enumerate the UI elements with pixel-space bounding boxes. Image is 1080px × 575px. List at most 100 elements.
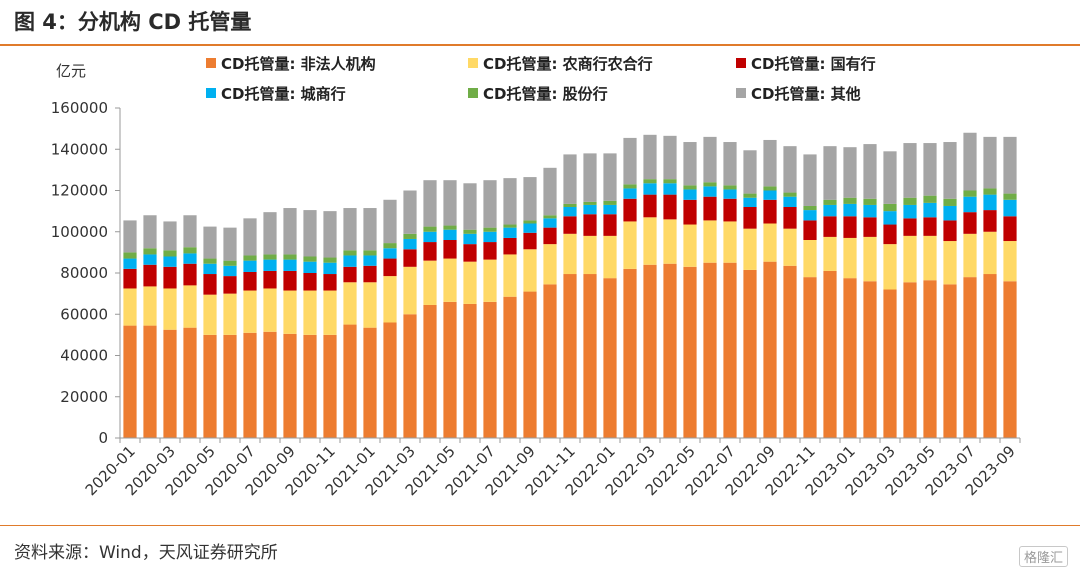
bar-segment-4-2021-04 [423,226,437,232]
bar-segment-4-2020-12 [343,250,357,256]
bar-segment-2-2022-05 [683,199,697,225]
bar-segment-1-2020-01 [123,288,137,326]
bar-segment-3-2020-12 [343,255,357,267]
bar-segment-3-2022-11 [803,210,817,221]
bar-segment-0-2023-09 [1003,281,1017,438]
bar-segment-1-2022-09 [763,223,777,262]
bar-segment-3-2021-10 [543,218,557,228]
bar-segment-5-2020-04 [183,215,197,248]
bar-segment-2-2020-08 [263,270,277,289]
bar-segment-5-2020-12 [343,208,357,251]
bar-segment-3-2023-02 [863,204,877,218]
bar-segment-4-2021-07 [483,227,497,232]
bar-segment-2-2020-05 [203,274,217,295]
bar-segment-1-2021-09 [523,249,537,292]
bar-segment-5-2021-10 [543,167,557,216]
bar-segment-0-2023-01 [843,278,857,438]
bar-series [123,132,1017,439]
bar-segment-0-2022-07 [723,262,737,438]
legend-swatch [468,88,478,98]
bar-segment-4-2020-08 [263,254,277,260]
bar-segment-2-2020-06 [223,276,237,294]
bar-segment-0-2023-03 [883,289,897,438]
bar-segment-0-2022-12 [823,270,837,438]
bar-segment-4-2020-01 [123,252,137,259]
bar-segment-5-2022-11 [803,154,817,206]
bar-segment-4-2022-06 [703,182,717,187]
bar-segment-3-2022-01 [603,204,617,215]
bar-segment-0-2021-09 [523,291,537,438]
legend-swatch [736,58,746,68]
bar-segment-2-2022-12 [823,216,837,237]
bar-segment-4-2022-08 [743,193,757,198]
bar-segment-2-2021-01 [363,265,377,283]
bar-segment-1-2020-07 [243,290,257,333]
bar-segment-4-2021-02 [383,243,397,249]
bar-segment-2-2022-11 [803,220,817,240]
bar-segment-1-2021-05 [443,258,457,302]
bar-segment-4-2023-02 [863,198,877,205]
bar-segment-3-2020-08 [263,259,277,271]
bar-segment-5-2023-01 [843,147,857,198]
bar-segment-0-2022-09 [763,261,777,438]
bar-segment-1-2021-06 [463,261,477,304]
bar-segment-2-2020-03 [163,266,177,289]
bar-segment-4-2021-08 [503,224,517,228]
bar-segment-1-2020-06 [223,293,237,335]
bar-segment-1-2022-08 [743,228,757,270]
y-tick-label: 100000 [51,223,108,241]
bar-segment-5-2022-03 [643,134,657,180]
bar-segment-0-2020-07 [243,332,257,438]
bar-segment-5-2021-01 [363,208,377,251]
bar-segment-4-2020-09 [283,254,297,260]
bar-segment-2-2020-11 [323,274,337,291]
bar-segment-2-2021-12 [583,214,597,236]
bar-segment-3-2020-09 [283,259,297,271]
bar-segment-2-2022-01 [603,214,617,236]
bar-segment-4-2021-09 [523,220,537,224]
bar-segment-4-2022-02 [623,184,637,189]
bar-segment-5-2020-09 [283,208,297,255]
bar-segment-4-2021-12 [583,201,597,205]
bar-segment-1-2023-09 [1003,241,1017,282]
bar-segment-2-2020-01 [123,268,137,289]
legend-label: CD托管量: 其他 [751,85,861,103]
bar-segment-4-2022-04 [663,179,677,184]
bar-segment-4-2023-07 [963,190,977,197]
bar-segment-2-2021-11 [563,216,577,234]
bar-segment-5-2022-12 [823,146,837,200]
bar-segment-3-2023-03 [883,211,897,225]
bar-segment-5-2022-06 [703,136,717,183]
bar-segment-1-2022-06 [703,220,717,263]
bar-segment-1-2020-12 [343,282,357,325]
bar-segment-1-2022-07 [723,221,737,263]
bar-segment-0-2020-11 [323,334,337,439]
bar-segment-1-2022-11 [803,240,817,278]
bar-segment-4-2023-08 [983,188,997,195]
bar-segment-0-2020-09 [283,333,297,438]
bar-segment-2-2021-10 [543,227,557,245]
bar-segment-1-2020-05 [203,294,217,335]
bar-segment-1-2020-03 [163,288,177,330]
bar-segment-3-2023-01 [843,203,857,217]
bar-segment-3-2023-08 [983,194,997,211]
bar-segment-5-2022-07 [723,142,737,186]
bar-segment-3-2021-06 [463,233,477,245]
legend-swatch [206,58,216,68]
legend-swatch [468,58,478,68]
bar-segment-0-2021-06 [463,303,477,438]
bar-segment-4-2023-01 [843,197,857,204]
bar-segment-1-2020-04 [183,285,197,328]
bar-segment-4-2022-07 [723,185,737,190]
bar-segment-3-2022-09 [763,190,777,200]
bar-segment-3-2023-04 [903,204,917,219]
bar-segment-5-2021-11 [563,154,577,204]
bar-segment-5-2022-05 [683,142,697,186]
bar-segment-3-2022-08 [743,197,757,207]
bar-segment-5-2021-09 [523,177,537,221]
bar-segment-2-2022-09 [763,199,777,224]
y-tick-label: 160000 [51,99,108,117]
bar-segment-1-2023-03 [883,244,897,290]
bar-segment-3-2022-07 [723,189,737,199]
bar-segment-5-2021-07 [483,180,497,228]
